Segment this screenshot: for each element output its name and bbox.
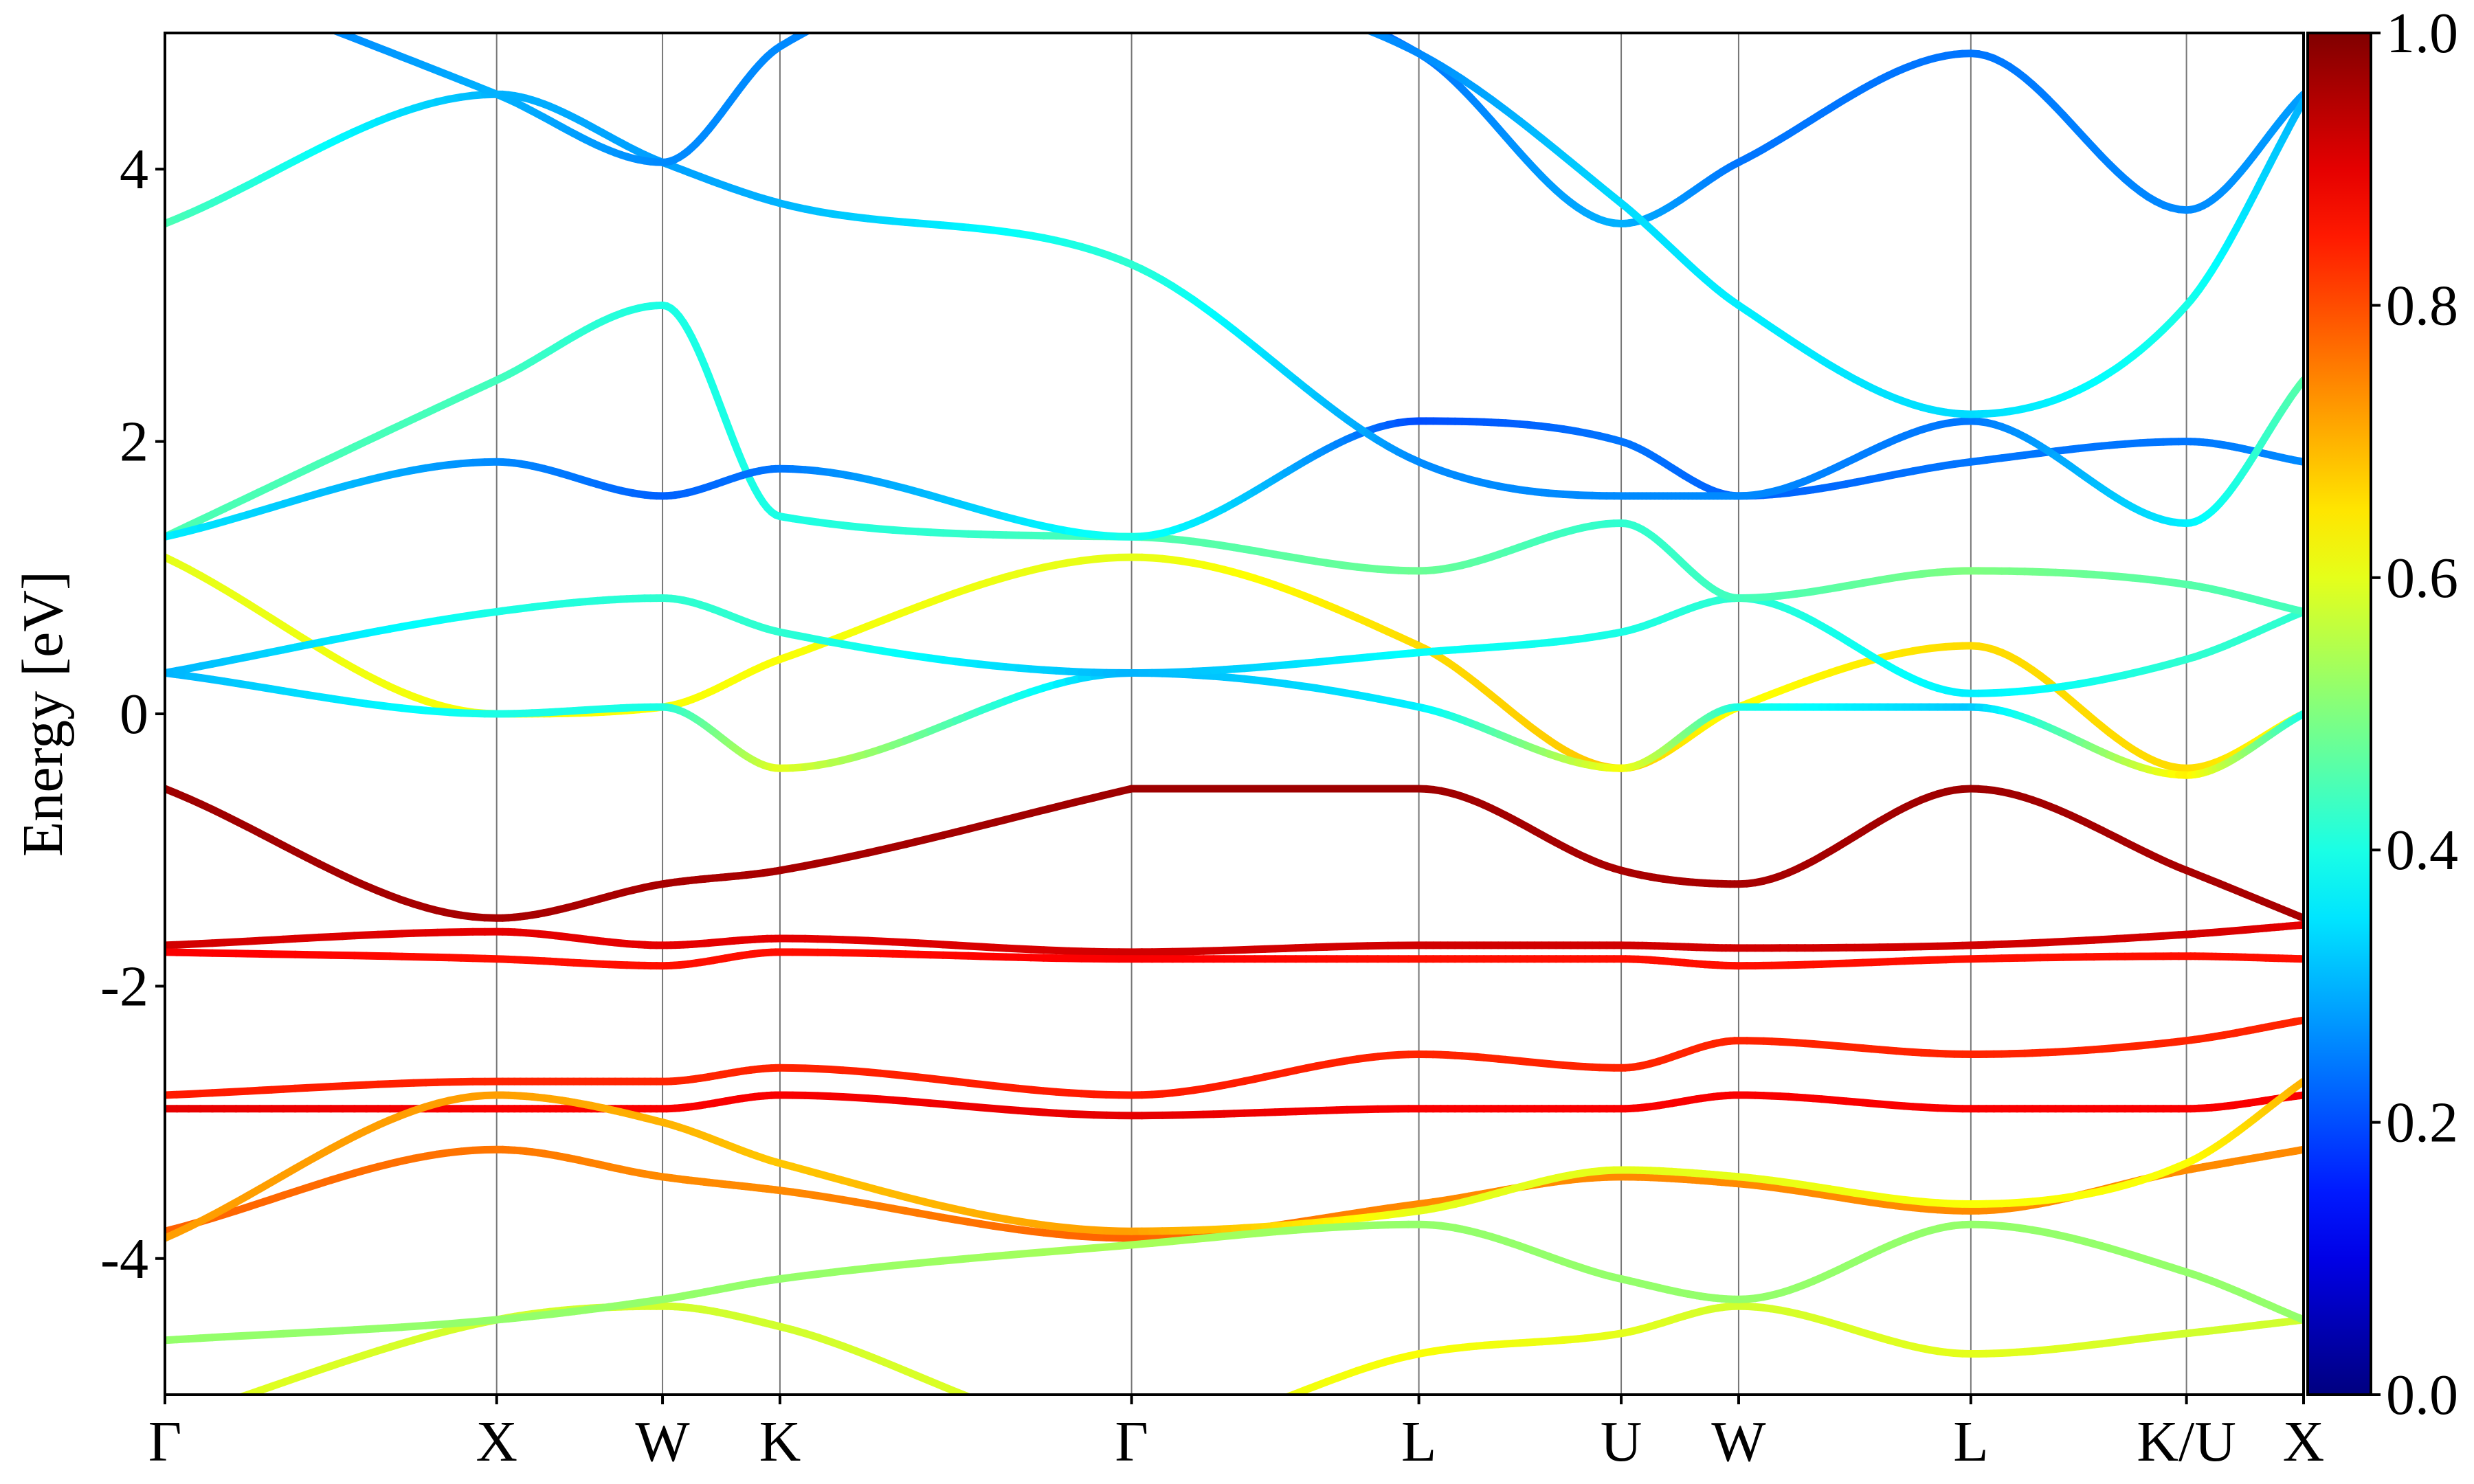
x-tick-label: X bbox=[476, 1410, 517, 1474]
colorbar-tick-label: 0.2 bbox=[2386, 1091, 2458, 1155]
band-segment bbox=[1069, 1428, 1081, 1431]
band-segment bbox=[1224, 1416, 1234, 1419]
band-segment bbox=[1286, 4, 1296, 7]
band-segment bbox=[1193, 1426, 1203, 1428]
band-segment bbox=[1234, 1413, 1245, 1416]
band-line bbox=[165, 1016, 2304, 1099]
colorbar-tick-label: 0.0 bbox=[2386, 1363, 2458, 1427]
colorbar-tick-label: 1.0 bbox=[2386, 1, 2458, 65]
colorbar-gradient bbox=[2306, 32, 2372, 1396]
band-segment bbox=[296, 15, 307, 20]
x-axis: Γ X W K Γ L U W L K/U X bbox=[148, 1395, 2325, 1474]
band-segment bbox=[1316, 12, 1326, 16]
band-line bbox=[165, 785, 1136, 922]
band-segment bbox=[1082, 1431, 1094, 1433]
band-segment bbox=[801, 33, 812, 36]
y-axis: -4 -2 0 2 4 bbox=[100, 137, 165, 1291]
band-segment bbox=[981, 1402, 993, 1406]
band-segment bbox=[843, 9, 855, 14]
x-tick-label: L bbox=[1401, 1410, 1436, 1474]
band-segment bbox=[1296, 7, 1306, 10]
band-segment bbox=[1306, 0, 1316, 3]
y-tick-label: 2 bbox=[120, 410, 148, 474]
band-line bbox=[165, 1077, 2304, 1242]
band-segment bbox=[260, 1, 271, 6]
band-segment bbox=[818, 20, 830, 26]
band-line bbox=[165, 669, 2304, 779]
band-segment bbox=[1056, 1426, 1069, 1428]
band-segment bbox=[1044, 1423, 1056, 1426]
band-segment bbox=[248, 0, 260, 1]
band-segment bbox=[1031, 1419, 1043, 1422]
x-tick-label: K bbox=[759, 1410, 801, 1474]
band-line bbox=[1128, 785, 2304, 922]
band-segment bbox=[224, 1399, 236, 1403]
band-segment bbox=[1357, 21, 1368, 26]
band-segment bbox=[1172, 1430, 1183, 1432]
band-line bbox=[165, 948, 2304, 970]
band-segment bbox=[868, 0, 880, 3]
colorbar-ticks: 0.0 0.2 0.4 0.6 0.8 1.0 bbox=[2371, 1, 2458, 1427]
band-segment bbox=[1214, 1419, 1224, 1423]
colorbar-tick-label: 0.6 bbox=[2386, 546, 2458, 610]
band-segment bbox=[1162, 1432, 1172, 1433]
y-tick-label: 4 bbox=[120, 137, 148, 201]
band-segment bbox=[307, 20, 319, 25]
band-segment bbox=[1152, 1434, 1163, 1435]
band-segment bbox=[1245, 1409, 1255, 1413]
band-segment bbox=[856, 3, 868, 8]
band-segment bbox=[1282, 1393, 1288, 1395]
band-line bbox=[165, 1091, 2304, 1120]
band-segment bbox=[1183, 1428, 1193, 1430]
band-series bbox=[165, 0, 2304, 1435]
x-tick-label: U bbox=[1601, 1410, 1642, 1474]
band-segment bbox=[1326, 8, 1337, 12]
band-segment bbox=[1347, 16, 1357, 21]
band-segment bbox=[994, 1406, 1006, 1410]
band-segment bbox=[1372, 33, 1381, 35]
band-segment bbox=[1094, 1433, 1106, 1435]
y-axis-label: Energy [eV] bbox=[11, 571, 75, 857]
band-segment bbox=[1306, 10, 1316, 12]
y-tick-label: -2 bbox=[100, 954, 148, 1018]
band-segment bbox=[1265, 0, 1275, 1]
high-symmetry-lines bbox=[495, 33, 2187, 1395]
band-line bbox=[165, 921, 2304, 956]
colorbar-tick-label: 0.4 bbox=[2386, 818, 2458, 882]
x-tick-label: Γ bbox=[148, 1410, 182, 1474]
y-tick-label: 0 bbox=[120, 682, 148, 746]
y-tick-label: -4 bbox=[100, 1227, 148, 1291]
x-tick-label: W bbox=[635, 1410, 690, 1474]
band-segment bbox=[1337, 19, 1347, 23]
colorbar-tick-label: 0.8 bbox=[2386, 273, 2458, 337]
band-segment bbox=[965, 1393, 974, 1395]
band-segment bbox=[1364, 33, 1370, 34]
band-segment bbox=[1275, 1, 1286, 4]
band-segment bbox=[271, 6, 283, 11]
band-segment bbox=[830, 14, 843, 19]
band-segment bbox=[1006, 1410, 1018, 1415]
band-segment bbox=[1337, 12, 1347, 16]
x-tick-label: Γ bbox=[1115, 1410, 1148, 1474]
x-tick-label: L bbox=[1953, 1410, 1988, 1474]
x-tick-label: K/U bbox=[2137, 1410, 2236, 1474]
plot-area bbox=[164, 0, 2305, 1435]
band-segment bbox=[1018, 1415, 1031, 1419]
x-tick-label: X bbox=[2283, 1410, 2325, 1474]
band-segment bbox=[189, 1410, 201, 1415]
band-segment bbox=[1203, 1423, 1214, 1426]
band-segment bbox=[1316, 3, 1326, 8]
x-tick-label: W bbox=[1711, 1410, 1766, 1474]
band-segment bbox=[1265, 1402, 1275, 1406]
colorbar: 0.0 0.2 0.4 0.6 0.8 1.0 bbox=[2306, 1, 2458, 1427]
band-segment bbox=[1255, 1406, 1265, 1409]
band-segment bbox=[319, 25, 331, 30]
band-line bbox=[165, 1220, 2304, 1345]
band-segment bbox=[283, 11, 295, 16]
band-segment bbox=[201, 1407, 212, 1411]
band-segment bbox=[212, 1403, 224, 1407]
band-segment bbox=[1347, 23, 1357, 26]
band-segment bbox=[1326, 16, 1337, 19]
